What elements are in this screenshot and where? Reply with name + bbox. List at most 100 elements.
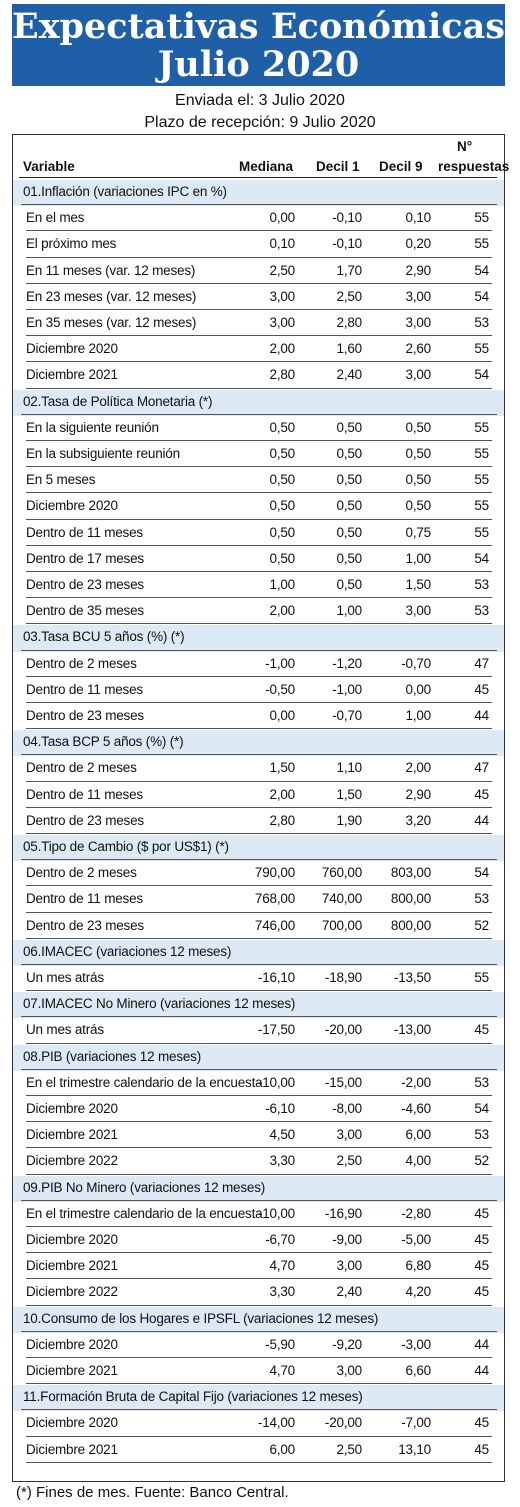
row-underline bbox=[26, 885, 492, 887]
value-mediana: -6,10 bbox=[265, 1101, 295, 1116]
row-underline bbox=[21, 859, 497, 861]
value-respuestas: 55 bbox=[474, 524, 489, 540]
section-header-row: 06.IMACEC (variaciones 12 meses) bbox=[13, 939, 504, 966]
row-label: Diciembre 2021 bbox=[26, 1441, 118, 1457]
value-decil9: 3,00 bbox=[405, 315, 432, 330]
table-row: Dentro de 23 meses 0,00 -0,70 1,00 44 bbox=[13, 704, 504, 730]
value-decil9: 0,50 bbox=[405, 446, 432, 461]
value-decil1: 0,50 bbox=[336, 550, 363, 566]
value-decil1: -15,00 bbox=[324, 1074, 362, 1090]
value-mediana: 1,00 bbox=[269, 577, 296, 592]
value-mediana: 0,50 bbox=[269, 498, 296, 514]
row-underline bbox=[21, 963, 497, 965]
row-label: El próximo mes bbox=[26, 236, 117, 252]
row-label: Diciembre 2021 bbox=[26, 1127, 118, 1143]
section-header-row: 04.Tasa BCP 5 años (%) (*) bbox=[13, 730, 504, 757]
row-label: Diciembre 2020 bbox=[26, 1336, 118, 1352]
value-mediana: -10,00 bbox=[257, 1205, 295, 1221]
value-decil9: 6,60 bbox=[405, 1363, 432, 1378]
table-row: En 35 meses (var. 12 meses) 3,00 2,80 3,00 5… bbox=[13, 311, 504, 337]
value-decil9: -5,00 bbox=[401, 1232, 431, 1247]
value-decil9: 2,00 bbox=[405, 760, 432, 776]
value-decil1: -8,00 bbox=[332, 1101, 362, 1116]
table-row: En la subsiguiente reunión 0,50 0,50 0,50 55 bbox=[13, 442, 504, 468]
value-decil1: -16,90 bbox=[324, 1205, 362, 1221]
row-underline bbox=[21, 754, 497, 756]
value-respuestas: 47 bbox=[474, 760, 489, 776]
value-mediana: 0,00 bbox=[269, 708, 296, 723]
value-respuestas: 44 bbox=[474, 812, 489, 828]
section-title: 08.PIB (variaciones 12 meses) bbox=[23, 1048, 202, 1064]
value-respuestas: 54 bbox=[474, 367, 489, 383]
value-decil9: 6,00 bbox=[405, 1127, 432, 1143]
value-respuestas: 54 bbox=[474, 262, 489, 278]
section-title: 03.Tasa BCU 5 años (%) (*) bbox=[23, 629, 185, 645]
section-title: 10.Consumo de los Hogares e IPSFL (varia… bbox=[23, 1310, 379, 1326]
value-respuestas: 45 bbox=[474, 1258, 489, 1274]
value-respuestas: 53 bbox=[474, 1127, 489, 1143]
value-mediana: 2,00 bbox=[269, 786, 296, 802]
section-header-row: 02.Tasa de Política Monetaria (*) bbox=[13, 389, 504, 416]
value-mediana: 2,00 bbox=[269, 341, 296, 357]
value-decil9: 3,00 bbox=[405, 603, 432, 619]
value-mediana: 6,00 bbox=[269, 1441, 296, 1457]
value-decil9: 13,10 bbox=[398, 1441, 431, 1457]
row-underline bbox=[26, 728, 492, 730]
value-mediana: 790,00 bbox=[254, 865, 295, 881]
row-underline bbox=[26, 832, 492, 834]
table-row: Dentro de 17 meses 0,50 0,50 1,00 54 bbox=[13, 547, 504, 573]
table-row: El próximo mes 0,10 -0,10 0,20 55 bbox=[13, 232, 504, 258]
table-row: Un mes atrás -17,50 -20,00 -13,00 45 bbox=[13, 1018, 504, 1044]
table-row: Diciembre 2022 3,30 2,50 4,00 52 bbox=[13, 1149, 504, 1175]
row-label: Diciembre 2022 bbox=[26, 1284, 118, 1300]
row-underline bbox=[26, 492, 492, 494]
row-underline bbox=[21, 1068, 497, 1070]
row-underline bbox=[21, 204, 497, 206]
table-row: En el mes 0,00 -0,10 0,10 55 bbox=[13, 206, 504, 232]
row-underline bbox=[21, 1330, 497, 1332]
value-decil1: 1,70 bbox=[336, 262, 363, 278]
deadline-date: Plazo de recepción: 9 Julio 2020 bbox=[144, 114, 376, 131]
value-decil9: 2,90 bbox=[405, 262, 432, 278]
value-mediana: 0,50 bbox=[269, 419, 296, 435]
value-decil1: -20,00 bbox=[324, 1022, 362, 1038]
row-underline bbox=[26, 1094, 492, 1096]
row-label: Diciembre 2020 bbox=[26, 1101, 118, 1116]
value-respuestas: 45 bbox=[474, 1205, 489, 1221]
expectations-table: Variable Mediana Decil 1 Decil 9 N° resp… bbox=[12, 134, 509, 1482]
row-underline bbox=[26, 806, 492, 808]
section-title: 04.Tasa BCP 5 años (%) (*) bbox=[23, 734, 184, 750]
header-decil1: Decil 1 bbox=[316, 159, 360, 174]
value-mediana: 4,70 bbox=[269, 1363, 296, 1378]
value-respuestas: 52 bbox=[474, 917, 489, 933]
value-mediana: 2,50 bbox=[269, 262, 296, 278]
value-decil9: -7,00 bbox=[401, 1415, 431, 1431]
value-decil1: -0,10 bbox=[332, 236, 362, 252]
table-row: Dentro de 35 meses 2,00 1,00 3,00 53 bbox=[13, 599, 504, 625]
row-underline bbox=[26, 1304, 492, 1306]
value-mediana: 2,00 bbox=[269, 603, 296, 619]
value-respuestas: 53 bbox=[474, 1074, 489, 1090]
table-header: Variable Mediana Decil 1 Decil 9 N° resp… bbox=[13, 135, 509, 177]
value-decil1: 1,50 bbox=[336, 786, 363, 802]
row-label: En el mes bbox=[26, 210, 85, 226]
table-row: En la siguiente reunión 0,50 0,50 0,50 55 bbox=[13, 416, 504, 442]
value-decil9: -0,70 bbox=[401, 655, 431, 671]
table-row: Diciembre 2021 2,80 2,40 3,00 54 bbox=[13, 363, 504, 389]
row-underline bbox=[26, 282, 492, 284]
row-underline bbox=[26, 1383, 492, 1385]
value-decil9: 2,60 bbox=[405, 341, 432, 357]
value-decil1: 2,80 bbox=[336, 315, 363, 330]
row-label: Dentro de 2 meses bbox=[26, 760, 137, 776]
value-mediana: 3,00 bbox=[269, 315, 296, 330]
title-line-1: Expectativas Económicas bbox=[12, 6, 505, 47]
value-respuestas: 54 bbox=[474, 1101, 489, 1116]
row-underline bbox=[26, 1461, 492, 1463]
table-row: En 5 meses 0,50 0,50 0,50 55 bbox=[13, 468, 504, 494]
value-decil9: 4,20 bbox=[405, 1284, 432, 1300]
value-respuestas: 45 bbox=[474, 681, 489, 697]
value-respuestas: 55 bbox=[474, 446, 489, 461]
value-decil1: 740,00 bbox=[321, 891, 362, 907]
table-row: Diciembre 2020 0,50 0,50 0,50 55 bbox=[13, 494, 504, 520]
value-mediana: 0,50 bbox=[269, 524, 296, 540]
